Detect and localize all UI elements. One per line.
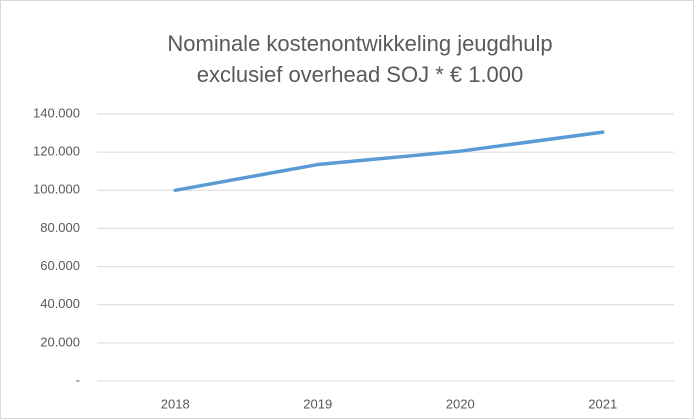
y-tick-label: 100.000 bbox=[33, 182, 80, 197]
x-tick-label: 2021 bbox=[588, 396, 617, 411]
series-line bbox=[173, 130, 605, 193]
y-tick-label: 60.000 bbox=[40, 258, 80, 273]
x-tick-label: 2018 bbox=[161, 396, 190, 411]
y-tick-label: - bbox=[76, 372, 80, 387]
x-tick-label: 2019 bbox=[303, 396, 332, 411]
y-tick-label: 120.000 bbox=[33, 144, 80, 159]
y-tick-label: 140.000 bbox=[33, 105, 80, 120]
x-tick-label: 2020 bbox=[446, 396, 475, 411]
y-tick-label: 40.000 bbox=[40, 296, 80, 311]
chart-title: exclusief overhead SOJ * € 1.000 bbox=[197, 62, 524, 87]
y-tick-label: 80.000 bbox=[40, 220, 80, 235]
y-tick-label: 20.000 bbox=[40, 334, 80, 349]
chart-title: Nominale kostenontwikkeling jeugdhulp bbox=[167, 31, 552, 56]
